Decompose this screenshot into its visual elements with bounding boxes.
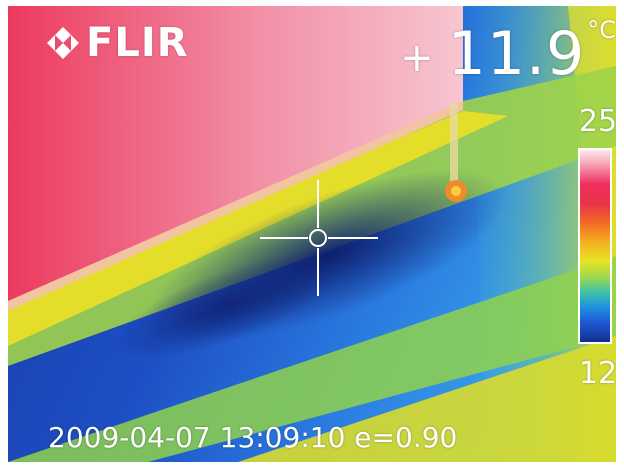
capture-datetime: 2009-04-07 13:09:10	[48, 421, 346, 454]
hot-wall-edge	[8, 101, 463, 311]
spot-marker-icon: +	[400, 35, 434, 81]
spot-temperature-value: 11.9	[447, 19, 586, 89]
spot-temperature-readout: + 11.9 °C	[400, 18, 616, 84]
scale-max-label: 25	[578, 104, 618, 139]
cold-zone-lower	[114, 253, 342, 359]
temperature-color-scale	[578, 148, 612, 344]
hot-wall-region	[8, 6, 463, 306]
edge-band-lower	[8, 256, 616, 462]
capture-info: 2009-04-07 13:09:10 e=0.90	[48, 421, 457, 454]
crosshair-icon	[260, 180, 378, 296]
pipe	[450, 102, 458, 182]
flir-logo: FLIR	[46, 20, 189, 66]
scale-min-label: 12	[578, 356, 618, 391]
logo-text: FLIR	[86, 20, 189, 66]
thermal-image-frame	[8, 6, 616, 462]
heat-source-core	[451, 186, 461, 196]
thermal-scene	[8, 6, 616, 462]
floor-warm-region	[238, 336, 616, 462]
flir-logo-icon	[47, 27, 79, 59]
temperature-unit: °C	[587, 16, 616, 44]
emissivity-value: e=0.90	[354, 421, 458, 454]
